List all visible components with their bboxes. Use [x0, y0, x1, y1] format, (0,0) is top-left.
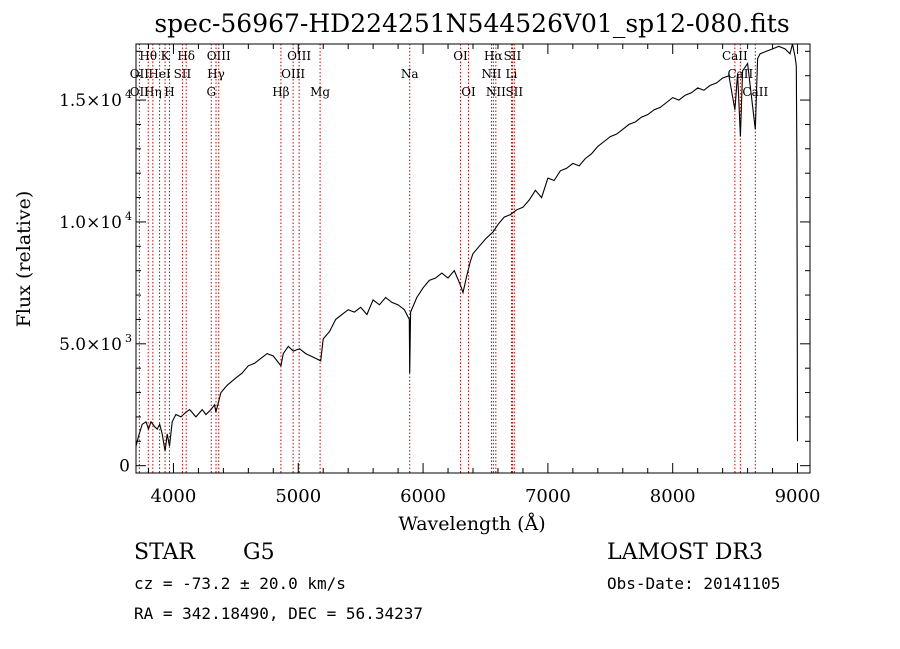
chart-title: spec-56967-HD224251N544526V01_sp12-080.f…	[154, 9, 789, 38]
line-label: OIII	[207, 49, 231, 63]
y-axis-label: Flux (relative)	[13, 191, 35, 328]
x-tick-label: 9000	[775, 486, 821, 507]
x-axis: 4000 5000 6000 7000 8000 9000	[147, 44, 821, 507]
object-subclass: G5	[243, 540, 275, 565]
line-labels: HθOIIOIIHηHeIKHSIIHδGHγOIIIHβOIIIOIIIMgN…	[130, 49, 769, 99]
line-label: CaII	[742, 85, 768, 99]
x-tick-label: 7000	[525, 486, 571, 507]
y-axis: 05.0×10 31.0×10 41.5×10 4	[59, 50, 810, 477]
y-tick-exponent: 4	[125, 210, 132, 223]
spectrum-chart: spec-56967-HD224251N544526V01_sp12-080.f…	[13, 9, 821, 535]
line-label: SII	[505, 85, 523, 99]
x-axis-label: Wavelength (Å)	[398, 513, 545, 535]
line-label: HeI	[148, 67, 171, 81]
x-tick-label: 6000	[400, 486, 446, 507]
line-label: Hγ	[207, 67, 225, 81]
line-label: Hβ	[272, 85, 289, 99]
line-label: H	[164, 85, 174, 99]
y-tick-exponent: 4	[125, 88, 132, 101]
x-tick-label: 5000	[275, 486, 321, 507]
y-tick-exponent: 3	[125, 332, 132, 345]
x-tick-label: 4000	[151, 486, 197, 507]
coordinates: RA = 342.18490, DEC = 56.34237	[134, 604, 423, 623]
line-label: OIII	[281, 67, 305, 81]
line-label: G	[206, 85, 216, 99]
observation-date: Obs-Date: 20141105	[607, 574, 781, 593]
y-tick-label: 0	[119, 457, 130, 477]
line-label: OII	[130, 67, 150, 81]
line-label: OII	[130, 85, 150, 99]
line-label: Mg	[310, 85, 330, 99]
line-label: Li	[506, 67, 518, 81]
line-label: SII	[504, 49, 522, 63]
line-label: Na	[401, 67, 419, 81]
line-label: OIII	[287, 49, 311, 63]
line-label: NII	[486, 85, 506, 99]
survey-name: LAMOST DR3	[607, 540, 763, 565]
line-label: Hδ	[177, 49, 195, 63]
line-markers	[138, 44, 756, 473]
plot-frame	[135, 43, 811, 474]
spectrum-line	[135, 43, 799, 452]
y-tick-label: 1.5×10	[59, 91, 122, 111]
line-label: NII	[481, 67, 501, 81]
line-label: CaII	[722, 49, 748, 63]
line-label: CaII	[727, 67, 753, 81]
line-label: SII	[174, 67, 192, 81]
line-label: Hη	[144, 85, 162, 99]
line-label: OI	[461, 85, 476, 99]
redshift-cz: cz = -73.2 ± 20.0 km/s	[134, 574, 346, 593]
y-tick-label: 5.0×10	[59, 335, 122, 355]
line-label: Hα	[484, 49, 503, 63]
line-label: OI	[453, 49, 468, 63]
object-class: STAR	[134, 540, 195, 565]
line-label: K	[161, 49, 171, 63]
line-label: Hθ	[139, 49, 157, 63]
y-tick-label: 1.0×10	[59, 213, 122, 233]
x-tick-label: 8000	[650, 486, 696, 507]
